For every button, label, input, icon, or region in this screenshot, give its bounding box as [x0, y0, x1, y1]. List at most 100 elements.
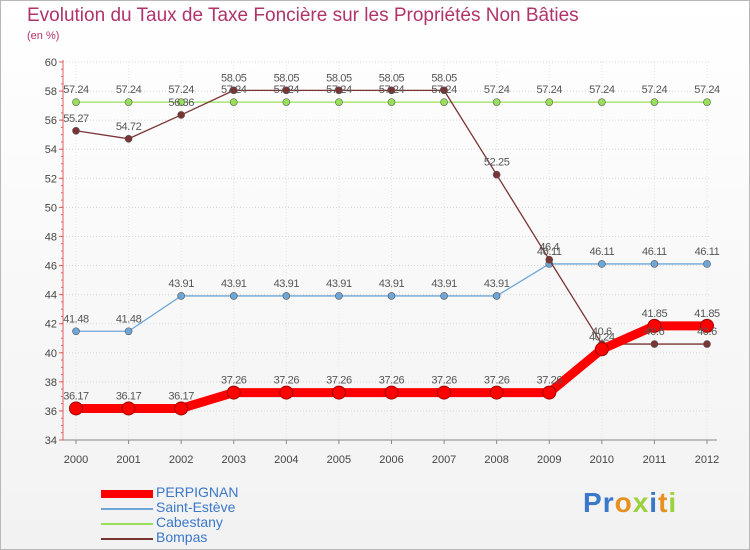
x-tick-label: 2009: [537, 454, 561, 466]
data-label: 57.24: [274, 84, 300, 96]
logo-letter: x: [632, 487, 650, 518]
data-point: [335, 292, 343, 300]
x-tick-label: 2005: [327, 454, 351, 466]
data-point: [121, 401, 136, 416]
data-point: [69, 401, 83, 416]
data-point: [545, 255, 554, 264]
x-tick-label: 2012: [695, 454, 719, 466]
data-label: 57.24: [642, 84, 668, 96]
legend-swatch-saint-esteve: [101, 508, 153, 510]
legend-swatch-bompas: [101, 538, 153, 540]
data-label: 58.05: [274, 72, 300, 84]
legend-swatch-perpignan: [101, 490, 153, 498]
data-point: [384, 385, 399, 400]
data-point: [124, 98, 133, 106]
proxiti-logo: Proxiti: [583, 487, 677, 519]
data-point: [700, 318, 714, 333]
x-tick-label: 2003: [222, 454, 246, 466]
data-label: 57.24: [326, 84, 352, 96]
data-label: 37.26: [274, 375, 300, 387]
data-label: 43.91: [379, 278, 405, 290]
data-label: 57.24: [694, 84, 720, 96]
data-point: [124, 327, 133, 336]
data-point: [226, 385, 241, 400]
x-tick-label: 2004: [274, 454, 298, 466]
data-point: [72, 98, 80, 106]
data-label: 41.48: [116, 313, 142, 325]
data-point: [177, 292, 185, 300]
data-label: 43.91: [431, 278, 457, 290]
data-label: 36.17: [116, 390, 142, 402]
data-point: [598, 98, 606, 106]
data-label: 57.24: [536, 84, 562, 96]
y-tick-label: 42: [45, 319, 57, 331]
data-label: 46.11: [642, 246, 667, 258]
legend-label-saint-esteve: Saint-Estève: [156, 499, 236, 515]
x-tick-label: 2001: [116, 454, 140, 466]
data-label: 58.05: [326, 72, 352, 84]
data-label: 46.11: [695, 246, 720, 258]
y-tick-label: 54: [45, 144, 57, 156]
data-label: 37.26: [379, 375, 405, 387]
data-point: [72, 126, 80, 135]
data-point: [174, 401, 189, 416]
data-label: 57.24: [589, 84, 615, 96]
logo-letter: t: [658, 487, 669, 518]
data-label: 43.91: [221, 278, 247, 290]
logo-letter: P: [583, 487, 603, 518]
logo-letter: o: [614, 487, 633, 518]
data-label: 57.24: [379, 84, 405, 96]
data-point: [598, 260, 606, 268]
logo-letter: i: [668, 487, 678, 518]
data-label: 37.26: [221, 375, 247, 387]
data-label: 58.05: [221, 72, 247, 84]
data-label: 57.24: [221, 84, 247, 96]
y-tick-label: 36: [45, 406, 57, 418]
data-point: [542, 385, 557, 400]
data-point: [545, 98, 554, 106]
data-point: [279, 385, 294, 400]
data-point: [177, 98, 185, 106]
y-tick-label: 50: [45, 202, 57, 214]
data-label: 57.24: [63, 84, 89, 96]
data-label: 41.85: [694, 308, 720, 320]
data-label: 58.05: [431, 72, 457, 84]
data-point: [387, 98, 396, 106]
y-tick-label: 40: [45, 348, 57, 360]
y-tick-label: 60: [45, 57, 57, 69]
y-tick-label: 58: [45, 86, 57, 98]
data-point: [387, 292, 396, 300]
x-tick-label: 2008: [484, 454, 508, 466]
data-point: [492, 98, 501, 106]
y-tick-label: 34: [45, 435, 57, 447]
data-point: [282, 86, 291, 95]
y-tick-label: 38: [45, 377, 57, 389]
x-tick-label: 2007: [432, 454, 456, 466]
x-tick-label: 2006: [379, 454, 403, 466]
y-tick-label: 52: [45, 173, 57, 185]
legend-swatch-cabestany: [101, 523, 153, 525]
data-point: [437, 385, 452, 400]
data-label: 43.91: [326, 278, 352, 290]
data-point: [331, 385, 346, 400]
data-point: [650, 260, 659, 268]
legend-label-cabestany: Cabestany: [156, 514, 223, 530]
logo-letter: r: [602, 487, 615, 518]
data-label: 37.26: [431, 375, 457, 387]
data-label: 36.17: [63, 390, 89, 402]
data-label: 37.26: [536, 375, 562, 387]
data-point: [229, 98, 238, 106]
data-label: 56.36: [168, 97, 194, 109]
data-label: 52.25: [484, 157, 510, 169]
data-label: 43.91: [274, 278, 300, 290]
data-label: 37.26: [484, 375, 510, 387]
data-point: [335, 98, 343, 106]
data-point: [282, 292, 291, 300]
data-point: [229, 292, 238, 300]
data-point: [650, 340, 659, 348]
data-point: [492, 292, 501, 300]
x-tick-label: 2000: [64, 454, 88, 466]
data-label: 40.6: [645, 326, 665, 338]
legend-label-bompas: Bompas: [156, 529, 208, 545]
